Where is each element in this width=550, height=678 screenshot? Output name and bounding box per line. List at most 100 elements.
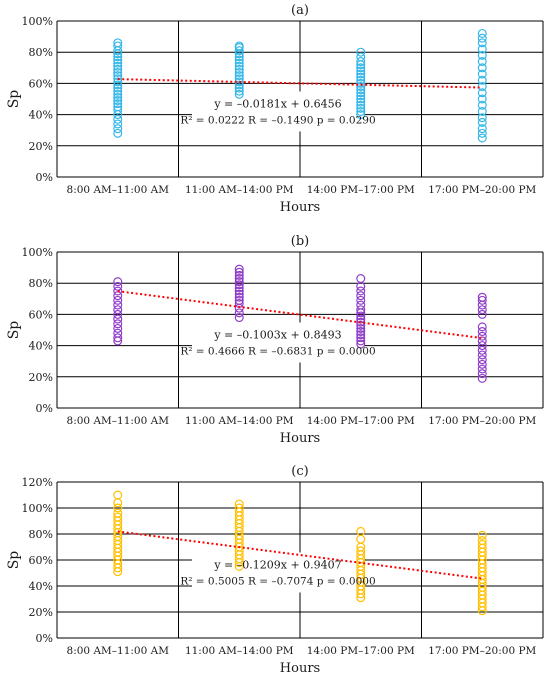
- data-point: [477, 369, 487, 379]
- x-tick-label: 14:00 PM–17:00 PM: [307, 645, 415, 657]
- data-point: [477, 106, 487, 116]
- chart-title: (c): [291, 464, 308, 479]
- data-point: [113, 64, 123, 74]
- data-point: [234, 270, 244, 280]
- data-point: [234, 267, 244, 277]
- data-point: [356, 91, 366, 101]
- data-point: [356, 336, 366, 346]
- data-point: [477, 336, 487, 346]
- data-point: [356, 97, 366, 107]
- trendline-stats: R² = 0.5005 R = –0.7074 p = 0.0000: [180, 575, 375, 587]
- trendline: [117, 290, 483, 340]
- y-tick-label: 80%: [29, 528, 53, 541]
- data-point: [234, 61, 244, 71]
- x-axis-label: Hours: [280, 431, 320, 446]
- data-point: [356, 106, 366, 116]
- y-tick-label: 20%: [29, 371, 53, 384]
- data-point: [356, 69, 366, 79]
- y-tick-label: 100%: [22, 246, 53, 259]
- data-point: [356, 305, 366, 315]
- data-point: [113, 41, 123, 51]
- data-point: [234, 277, 244, 287]
- data-point: [356, 66, 366, 76]
- x-tick-label: 17:00 PM–20:00 PM: [428, 645, 536, 657]
- data-point: [477, 345, 487, 355]
- trendline-stats: R² = 0.4666 R = –0.6831 p = 0.0000: [180, 345, 375, 357]
- x-axis-label: Hours: [280, 200, 320, 215]
- y-tick-label: 20%: [29, 606, 53, 619]
- data-point: [113, 114, 123, 124]
- y-tick-label: 40%: [29, 109, 53, 122]
- data-point: [477, 530, 487, 540]
- data-point: [113, 92, 123, 102]
- x-tick-label: 14:00 PM–17:00 PM: [307, 415, 415, 427]
- data-point: [113, 83, 123, 93]
- data-point: [113, 281, 123, 291]
- data-point: [113, 305, 123, 315]
- data-point: [113, 102, 123, 112]
- data-point: [477, 69, 487, 79]
- data-point: [356, 72, 366, 82]
- data-point: [356, 300, 366, 310]
- data-point: [234, 89, 244, 99]
- data-point: [356, 63, 366, 73]
- y-axis-label: Sp: [6, 321, 22, 340]
- data-point: [477, 364, 487, 374]
- data-point: [234, 52, 244, 62]
- data-point: [356, 88, 366, 98]
- data-point: [477, 292, 487, 302]
- data-point: [113, 74, 123, 84]
- data-point: [356, 339, 366, 349]
- data-point: [356, 286, 366, 296]
- data-point: [113, 328, 123, 338]
- data-point: [113, 80, 123, 90]
- data-point: [113, 96, 123, 106]
- data-point: [113, 314, 123, 324]
- data-point: [477, 124, 487, 134]
- data-point: [234, 308, 244, 318]
- data-point: [477, 295, 487, 305]
- y-tick-label: 40%: [29, 340, 53, 353]
- data-point: [113, 333, 123, 343]
- data-point: [477, 38, 487, 48]
- data-point: [234, 264, 244, 274]
- y-tick-label: 0%: [36, 632, 53, 645]
- x-axis-label: Hours: [280, 661, 320, 676]
- data-point: [477, 350, 487, 360]
- y-tick-label: 100%: [22, 502, 53, 515]
- data-point: [113, 105, 123, 115]
- data-point: [477, 535, 487, 545]
- data-point: [477, 88, 487, 98]
- data-point: [113, 498, 123, 508]
- data-point: [234, 86, 244, 96]
- data-point: [477, 331, 487, 341]
- x-tick-label: 11:00 AM–14:00 PM: [185, 184, 294, 196]
- data-point: [356, 78, 366, 88]
- y-tick-label: 0%: [36, 171, 53, 184]
- data-point: [234, 274, 244, 284]
- data-point: [356, 314, 366, 324]
- data-point: [113, 67, 123, 77]
- x-tick-label: 8:00 AM–11:00 AM: [67, 184, 170, 196]
- y-axis-label: Sp: [6, 551, 22, 570]
- x-tick-label: 8:00 AM–11:00 AM: [67, 645, 170, 657]
- y-tick-label: 0%: [36, 402, 53, 415]
- data-point: [113, 295, 123, 305]
- data-point: [113, 286, 123, 296]
- data-point: [477, 355, 487, 365]
- y-tick-label: 60%: [29, 308, 53, 321]
- data-point: [113, 323, 123, 333]
- data-point: [477, 100, 487, 110]
- data-point: [234, 292, 244, 302]
- x-tick-label: 14:00 PM–17:00 PM: [307, 184, 415, 196]
- data-point: [234, 286, 244, 296]
- y-tick-label: 80%: [29, 277, 53, 290]
- data-point: [356, 82, 366, 92]
- y-tick-label: 40%: [29, 580, 53, 593]
- data-point: [113, 300, 123, 310]
- chart-title: (b): [291, 234, 309, 249]
- data-point: [113, 508, 123, 518]
- data-point: [113, 503, 123, 513]
- data-point: [234, 295, 244, 305]
